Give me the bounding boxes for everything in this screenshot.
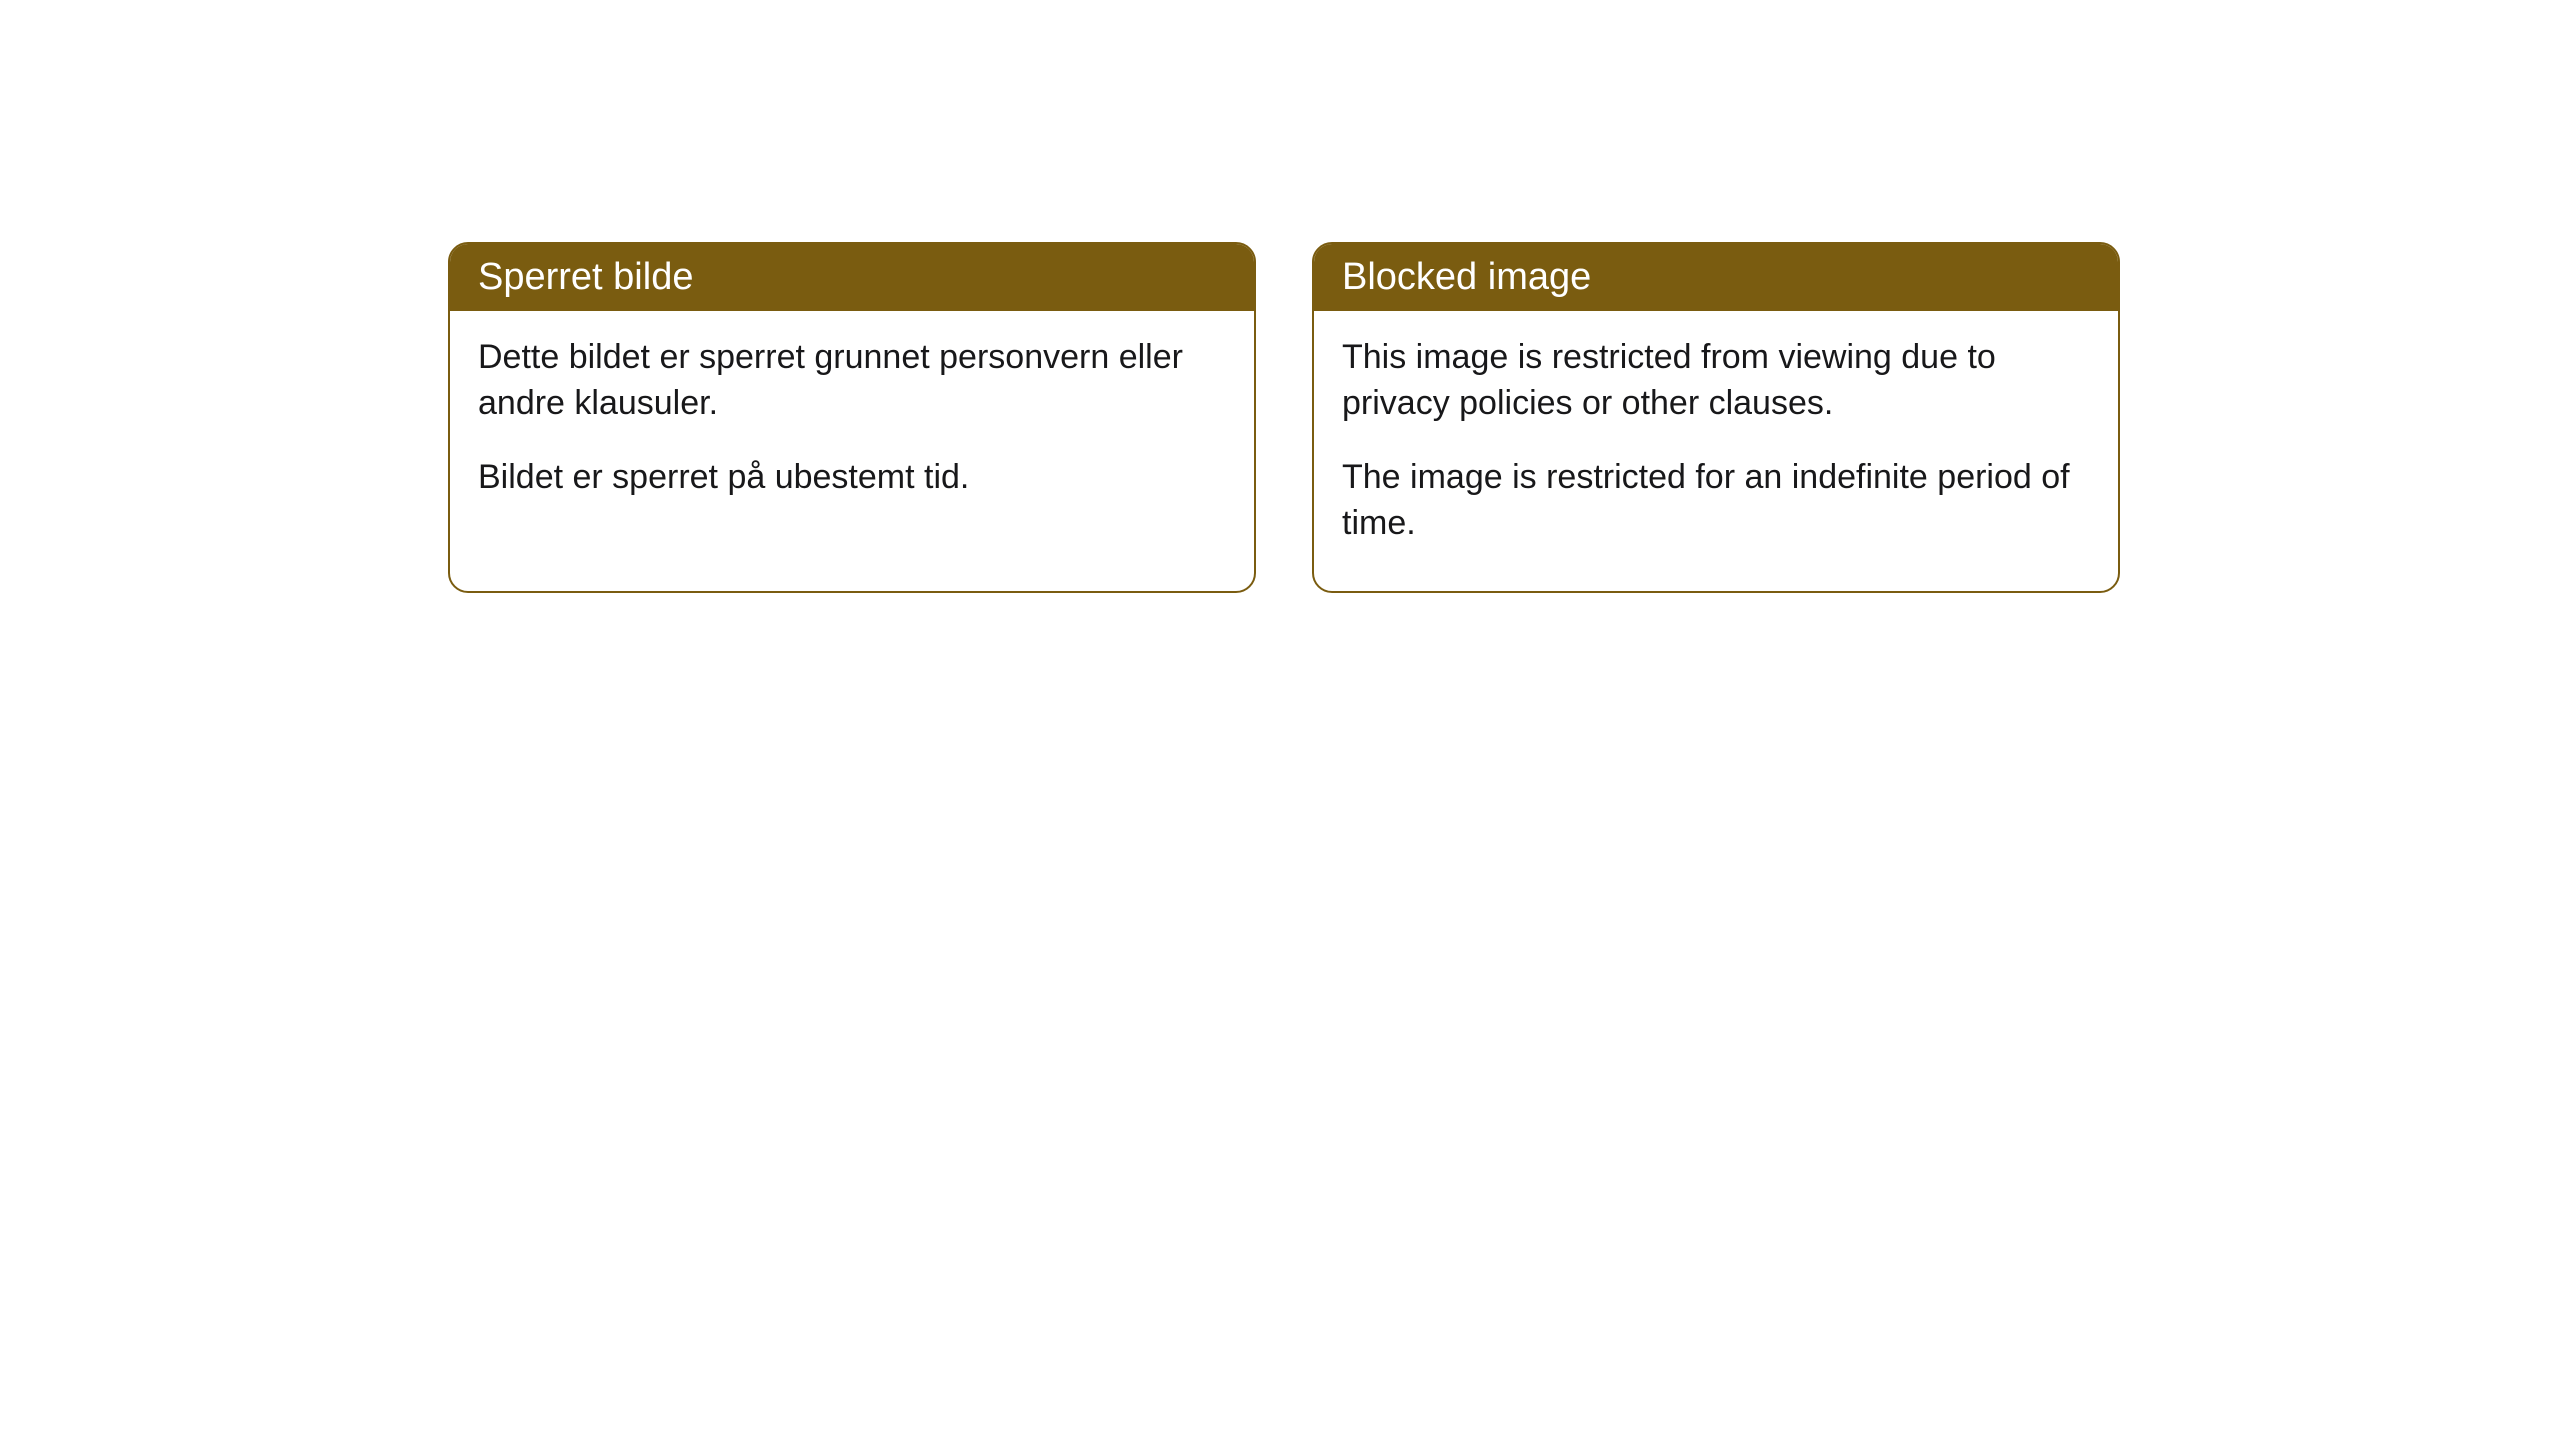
card-body: This image is restricted from viewing du… [1314, 311, 2118, 591]
card-title: Sperret bilde [478, 256, 693, 298]
card-paragraph: Bildet er sperret på ubestemt tid. [478, 455, 1226, 501]
card-paragraph: Dette bildet er sperret grunnet personve… [478, 335, 1226, 427]
notice-card-english: Blocked image This image is restricted f… [1312, 242, 2120, 593]
card-header: Blocked image [1314, 244, 2118, 311]
card-paragraph: The image is restricted for an indefinit… [1342, 455, 2090, 547]
card-body: Dette bildet er sperret grunnet personve… [450, 311, 1254, 545]
card-header: Sperret bilde [450, 244, 1254, 311]
card-title: Blocked image [1342, 256, 1591, 298]
card-paragraph: This image is restricted from viewing du… [1342, 335, 2090, 427]
notice-card-norwegian: Sperret bilde Dette bildet er sperret gr… [448, 242, 1256, 593]
notice-container: Sperret bilde Dette bildet er sperret gr… [448, 242, 2120, 593]
